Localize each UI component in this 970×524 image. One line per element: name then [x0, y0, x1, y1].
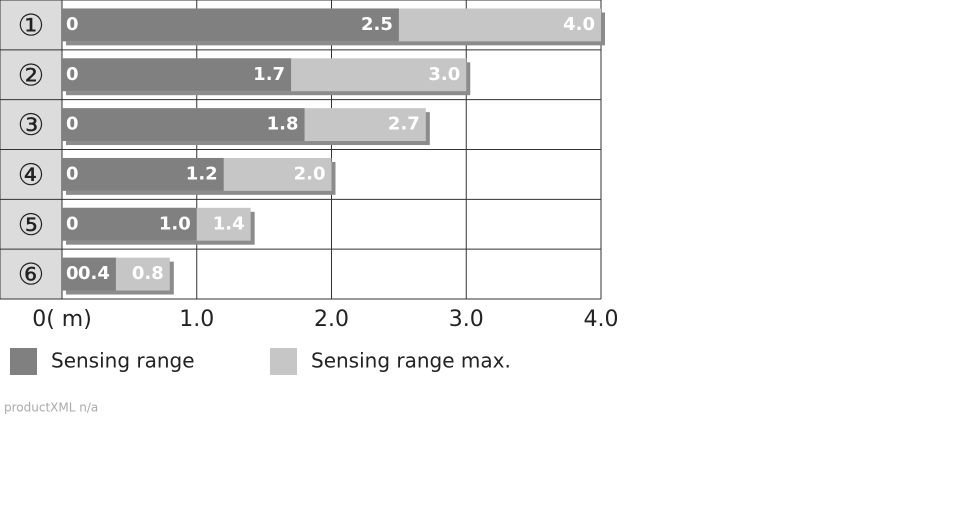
- x-tick-label: 4.0: [584, 307, 619, 332]
- value-label: 2.0: [294, 163, 326, 184]
- footnote: productXML n/a: [4, 401, 98, 415]
- start-label: 0: [66, 14, 79, 35]
- value-label: 1.2: [186, 163, 218, 184]
- x-tick-label: 1.0: [179, 307, 214, 332]
- start-label: 0: [66, 114, 79, 135]
- value-label: 1.7: [253, 64, 285, 85]
- value-label: 1.0: [159, 213, 191, 234]
- category-label: ⑤: [18, 208, 45, 243]
- value-label: 0.4: [78, 263, 110, 284]
- bar: [62, 257, 116, 291]
- value-label: 3.0: [428, 64, 460, 85]
- legend-label: Sensing range max.: [311, 349, 511, 373]
- start-label: 0: [66, 213, 79, 234]
- value-label: 2.7: [388, 114, 420, 135]
- category-label: ④: [18, 158, 45, 193]
- legend-swatch: [270, 348, 297, 375]
- start-label: 0: [66, 64, 79, 85]
- legend-label: Sensing range: [51, 349, 195, 373]
- value-label: 2.5: [361, 14, 393, 35]
- bar: [62, 108, 305, 142]
- bar: [62, 207, 197, 241]
- bar: [62, 58, 292, 92]
- category-label: ⑥: [18, 258, 45, 293]
- x-tick-label: 0( m): [32, 307, 92, 332]
- start-label: 0: [66, 163, 79, 184]
- value-label: 4.0: [563, 14, 595, 35]
- value-label: 0.8: [132, 263, 164, 284]
- category-label: ③: [18, 108, 45, 143]
- value-label: 1.8: [267, 114, 299, 135]
- start-label: 0: [66, 263, 79, 284]
- x-tick-label: 3.0: [449, 307, 484, 332]
- value-label: 1.4: [213, 213, 245, 234]
- bar: [62, 157, 224, 191]
- bar: [62, 8, 399, 42]
- legend-swatch: [10, 348, 37, 375]
- category-label: ①: [18, 8, 45, 43]
- category-label: ②: [18, 58, 45, 93]
- x-tick-label: 2.0: [314, 307, 349, 332]
